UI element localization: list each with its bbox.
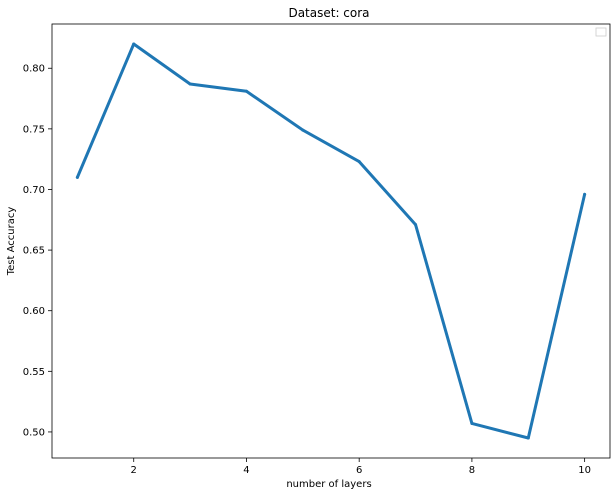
chart-title: Dataset: cora xyxy=(288,6,369,20)
plot-area xyxy=(52,24,610,458)
series-line xyxy=(75,42,587,440)
x-tick-label: 8 xyxy=(469,465,475,476)
data-point xyxy=(301,128,305,132)
data-point xyxy=(583,192,587,196)
plot-frame xyxy=(51,23,611,459)
data-point xyxy=(414,223,418,227)
x-tick-label: 2 xyxy=(131,465,137,476)
y-tick-label: 0.80 xyxy=(23,64,45,75)
data-point xyxy=(470,421,474,425)
y-tick-label: 0.75 xyxy=(23,124,45,135)
y-tick-label: 0.70 xyxy=(23,185,45,196)
y-axis-label: Test Accuracy xyxy=(6,207,17,277)
y-tick-label: 0.65 xyxy=(23,246,45,257)
y-tick-group: 0.50 0.55 0.60 0.65 0.70 0.75 0.80 xyxy=(23,64,52,438)
legend-box xyxy=(595,27,607,37)
x-axis-label: number of layers xyxy=(286,479,371,490)
data-point xyxy=(75,175,79,179)
series-layer xyxy=(75,42,587,440)
x-tick-label: 10 xyxy=(578,465,591,476)
data-point xyxy=(188,82,192,86)
x-tick-label: 4 xyxy=(243,465,249,476)
x-tick-group: 2 4 6 8 10 xyxy=(131,458,591,476)
data-point xyxy=(357,160,361,164)
data-point xyxy=(526,436,530,440)
data-point xyxy=(244,89,248,93)
y-tick-label: 0.55 xyxy=(23,367,45,378)
y-tick-label: 0.50 xyxy=(23,427,45,438)
x-tick-label: 6 xyxy=(356,465,362,476)
y-tick-label: 0.60 xyxy=(23,306,45,317)
data-point xyxy=(132,42,136,46)
